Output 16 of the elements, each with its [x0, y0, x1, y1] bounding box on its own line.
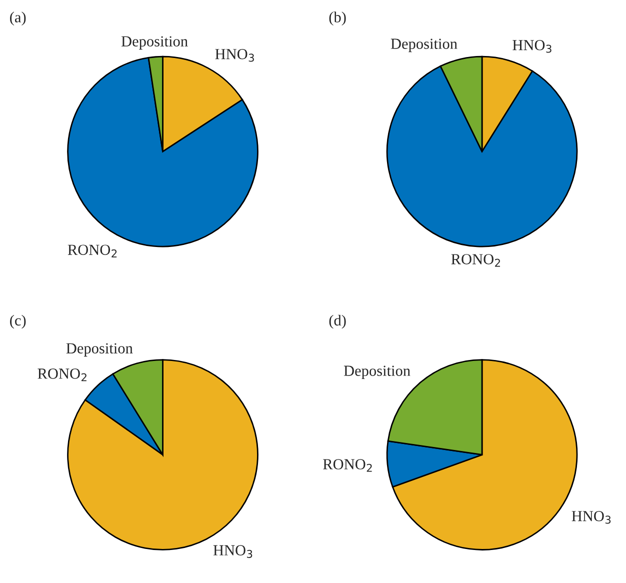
chart-title: (c): [10, 314, 26, 329]
chart-title: (b): [329, 12, 346, 26]
slice-label: RONO$_{2}$: [451, 254, 500, 267]
slice-label: Deposition: [390, 38, 458, 52]
chart-title: (a): [10, 12, 26, 26]
slice-label: HNO$_{3}$: [215, 48, 254, 62]
slice-label: Deposition: [344, 366, 410, 380]
slice-label: HNO$_{3}$: [512, 40, 552, 53]
slice-label: HNO$_{3}$: [213, 545, 252, 558]
slice-label: RONO$_{2}$: [323, 459, 372, 472]
slice-label: HNO$_{3}$: [572, 510, 611, 524]
slice-label: RONO$_{2}$: [38, 368, 86, 382]
chart-title: (d): [329, 314, 346, 329]
slice-label: Deposition: [66, 343, 133, 357]
slice-label: RONO$_{2}$: [68, 244, 117, 258]
slice-label: Deposition: [121, 36, 188, 50]
